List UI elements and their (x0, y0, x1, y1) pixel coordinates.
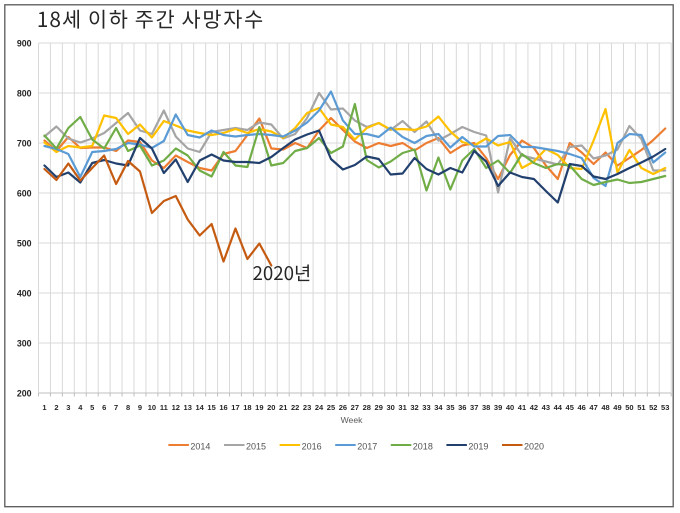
svg-text:16: 16 (219, 403, 227, 412)
svg-text:36: 36 (458, 403, 466, 412)
svg-text:500: 500 (17, 238, 32, 248)
svg-text:44: 44 (554, 403, 563, 412)
svg-text:39: 39 (494, 403, 502, 412)
svg-text:800: 800 (17, 88, 32, 98)
svg-text:23: 23 (303, 403, 311, 412)
svg-text:35: 35 (446, 403, 454, 412)
svg-text:18: 18 (243, 403, 251, 412)
svg-text:30: 30 (386, 403, 394, 412)
svg-text:700: 700 (17, 138, 32, 148)
svg-text:52: 52 (649, 403, 657, 412)
svg-text:2016: 2016 (302, 442, 322, 452)
svg-text:45: 45 (566, 403, 574, 412)
svg-text:1: 1 (42, 403, 46, 412)
svg-text:3: 3 (66, 403, 70, 412)
svg-text:22: 22 (291, 403, 299, 412)
svg-text:31: 31 (398, 403, 406, 412)
svg-text:53: 53 (661, 403, 669, 412)
svg-text:2015: 2015 (246, 442, 266, 452)
svg-text:12: 12 (172, 403, 180, 412)
svg-text:33: 33 (422, 403, 430, 412)
svg-text:20: 20 (267, 403, 275, 412)
svg-text:9: 9 (138, 403, 142, 412)
svg-text:43: 43 (542, 403, 550, 412)
svg-text:10: 10 (148, 403, 156, 412)
svg-text:32: 32 (410, 403, 418, 412)
svg-text:27: 27 (351, 403, 359, 412)
svg-text:17: 17 (231, 403, 239, 412)
svg-text:19: 19 (255, 403, 263, 412)
svg-text:5: 5 (90, 403, 94, 412)
svg-text:11: 11 (160, 403, 168, 412)
svg-text:15: 15 (207, 403, 215, 412)
svg-text:8: 8 (126, 403, 130, 412)
svg-text:51: 51 (637, 403, 645, 412)
svg-text:49: 49 (613, 403, 621, 412)
svg-text:13: 13 (184, 403, 192, 412)
svg-text:24: 24 (315, 403, 324, 412)
svg-text:50: 50 (625, 403, 633, 412)
svg-text:48: 48 (601, 403, 609, 412)
svg-text:37: 37 (470, 403, 478, 412)
svg-text:6: 6 (102, 403, 106, 412)
svg-text:2018: 2018 (413, 442, 433, 452)
svg-text:900: 900 (17, 38, 32, 48)
svg-text:21: 21 (279, 403, 287, 412)
svg-text:7: 7 (114, 403, 118, 412)
svg-text:200: 200 (17, 388, 32, 398)
svg-text:46: 46 (577, 403, 585, 412)
svg-text:28: 28 (363, 403, 371, 412)
svg-text:600: 600 (17, 188, 32, 198)
svg-text:41: 41 (518, 403, 526, 412)
svg-text:2019: 2019 (468, 442, 488, 452)
svg-text:4: 4 (78, 403, 83, 412)
svg-text:38: 38 (482, 403, 490, 412)
svg-text:Week: Week (341, 415, 364, 425)
svg-text:14: 14 (195, 403, 204, 412)
svg-text:2: 2 (54, 403, 58, 412)
svg-text:40: 40 (506, 403, 514, 412)
svg-text:47: 47 (589, 403, 597, 412)
svg-text:400: 400 (17, 288, 32, 298)
svg-text:34: 34 (434, 403, 443, 412)
svg-text:300: 300 (17, 338, 32, 348)
svg-text:2020: 2020 (524, 442, 544, 452)
svg-text:29: 29 (375, 403, 383, 412)
svg-text:2014: 2014 (190, 442, 210, 452)
svg-text:26: 26 (339, 403, 347, 412)
svg-text:42: 42 (530, 403, 538, 412)
svg-text:2017: 2017 (357, 442, 377, 452)
svg-text:25: 25 (327, 403, 335, 412)
